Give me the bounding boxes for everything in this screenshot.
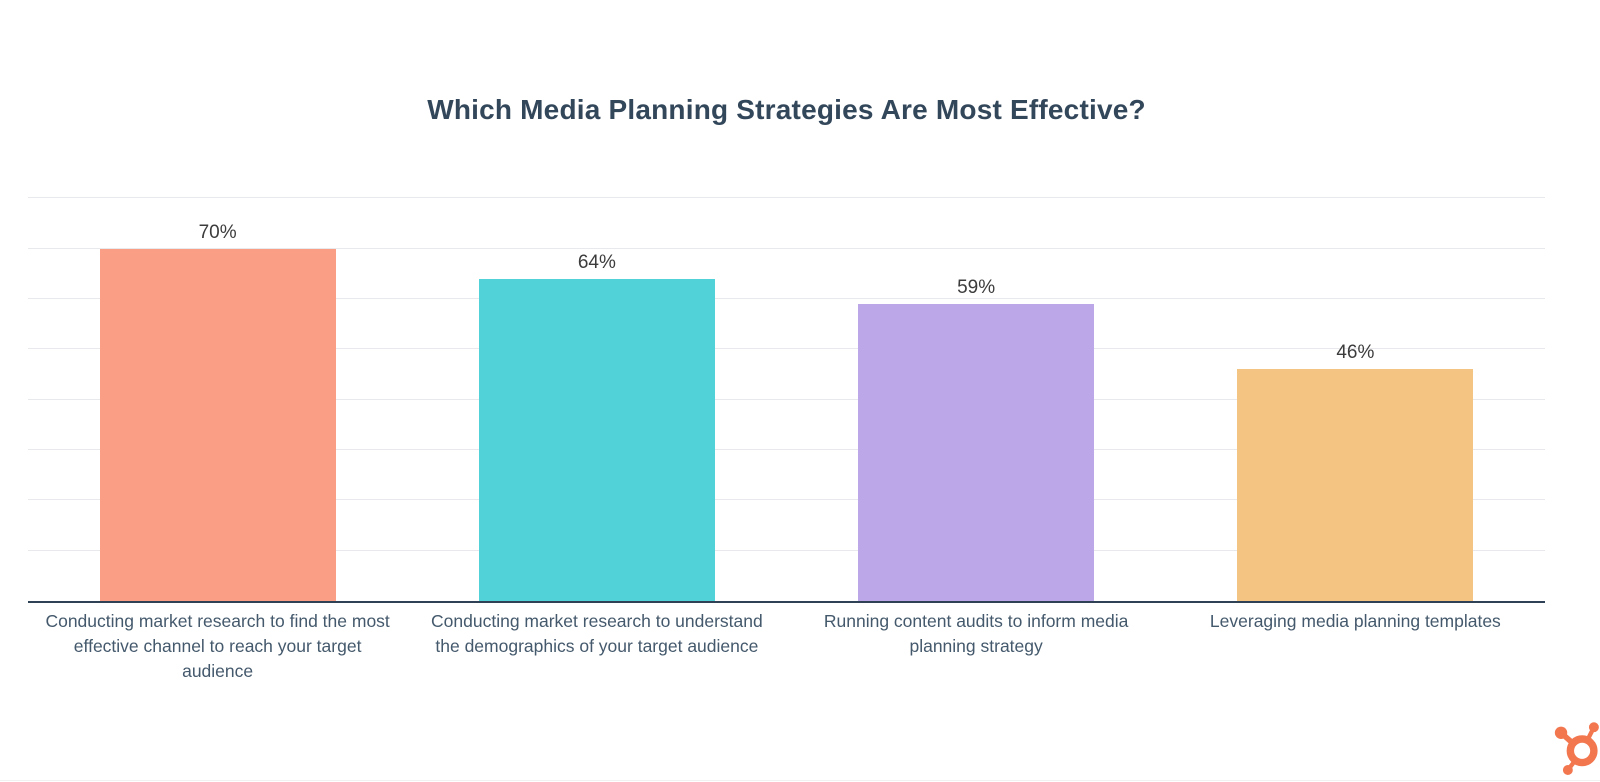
- category-label-4: Leveraging media planning templates: [1209, 611, 1501, 631]
- value-label-1: 70%: [198, 221, 237, 243]
- x-axis-labels: Conducting market research to find the m…: [28, 609, 1545, 684]
- value-label-2: 64%: [577, 251, 616, 273]
- gridline-70: [28, 247, 1545, 249]
- value-label-4: 46%: [1336, 342, 1375, 364]
- category-label-1: Conducting market research to find the m…: [45, 611, 390, 681]
- image-bottom-border: [0, 780, 1600, 781]
- plot-area: 70% 64% 59% 46%: [28, 168, 1545, 603]
- bar-slot-3: 59%: [787, 168, 1166, 601]
- bar-slot-4: 46%: [1166, 168, 1545, 601]
- bar-3: [858, 303, 1095, 601]
- bar-slot-2: 64%: [407, 168, 786, 601]
- value-label-3: 59%: [957, 276, 996, 298]
- chart-title: Which Media Planning Strategies Are Most…: [427, 94, 1146, 125]
- category-label-3: Running content audits to inform media pl…: [823, 611, 1129, 656]
- gridline-80: [28, 197, 1545, 199]
- gridline-10: [28, 549, 1545, 551]
- gridline-30: [28, 448, 1545, 450]
- gridline-20: [28, 499, 1545, 501]
- bar-2: [478, 278, 715, 601]
- hubspot-sprocket-icon: [1554, 722, 1599, 775]
- gridline-60: [28, 297, 1545, 299]
- bar-4: [1237, 369, 1474, 601]
- gridline-50: [28, 348, 1545, 350]
- category-label-2: Conducting market research to understand…: [431, 611, 763, 656]
- gridline-40: [28, 398, 1545, 400]
- bar-1: [99, 248, 336, 601]
- bar-slot-1: 70%: [28, 168, 407, 601]
